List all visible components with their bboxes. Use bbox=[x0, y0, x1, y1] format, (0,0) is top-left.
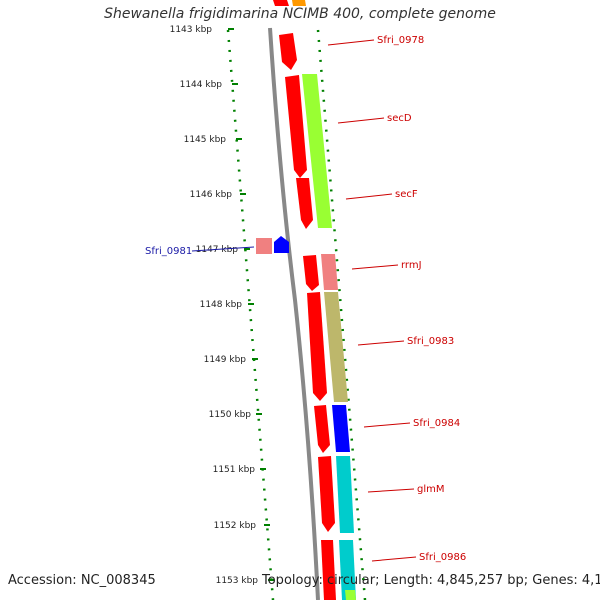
gene-arrow-secD[interactable] bbox=[285, 75, 307, 178]
gene-label-rrmJ[interactable]: rrmJ bbox=[401, 260, 422, 271]
leader-line bbox=[357, 340, 405, 346]
tick-label: 1151 kbp bbox=[213, 465, 256, 475]
tick-label: 1143 kbp bbox=[170, 25, 213, 35]
gene-arrow-sfri0978[interactable] bbox=[279, 33, 297, 70]
tick-label: 1149 kbp bbox=[204, 355, 247, 365]
leader-line bbox=[191, 246, 255, 252]
gene-label-sfri0981[interactable]: Sfri_0981 bbox=[145, 246, 192, 257]
gene-label-sfri0983[interactable]: Sfri_0983 bbox=[407, 336, 454, 347]
left-dotted-guide bbox=[226, 29, 275, 600]
leader-line bbox=[363, 422, 411, 428]
gene-label-sfri0984[interactable]: Sfri_0984 bbox=[413, 418, 460, 429]
feature-sfri0981-pink[interactable] bbox=[256, 238, 272, 254]
gene-label-glmM[interactable]: glmM bbox=[417, 484, 445, 495]
tick-label: 1152 kbp bbox=[214, 521, 257, 531]
feature-sfri0981-blue[interactable] bbox=[274, 236, 289, 253]
leader-line bbox=[345, 193, 393, 200]
gene-arrow-sfri0986[interactable] bbox=[321, 540, 336, 600]
feature-sfri0986[interactable] bbox=[339, 540, 356, 600]
leader-line bbox=[327, 39, 375, 46]
gene-arrow-rrmJ[interactable] bbox=[303, 255, 319, 291]
gene-arrow-glmM[interactable] bbox=[318, 456, 335, 532]
feature-green-bottom[interactable] bbox=[345, 590, 356, 600]
gene-arrow-secF[interactable] bbox=[296, 178, 313, 229]
tick-label: 1145 kbp bbox=[184, 135, 227, 145]
feature-sfri0983[interactable] bbox=[324, 292, 348, 402]
gene-arrow-orange[interactable] bbox=[292, 0, 306, 6]
gene-label-sfri0986[interactable]: Sfri_0986 bbox=[419, 552, 466, 563]
leader-line bbox=[337, 117, 385, 124]
feature-secD[interactable] bbox=[302, 74, 332, 228]
tick-label: 1146 kbp bbox=[190, 190, 233, 200]
gene-arrow-sfri0984[interactable] bbox=[314, 405, 330, 453]
genome-summary-text: Topology: circular; Length: 4,845,257 bp… bbox=[262, 573, 600, 588]
feature-glmM[interactable] bbox=[336, 456, 354, 533]
tick-label: 1144 kbp bbox=[180, 80, 223, 90]
tick-group bbox=[228, 28, 274, 581]
gene-label-secD[interactable]: secD bbox=[387, 113, 412, 124]
gene-label-sfri0978[interactable]: Sfri_0978 bbox=[377, 35, 424, 46]
gene-arrow-top[interactable] bbox=[273, 0, 289, 6]
tick-label: 1148 kbp bbox=[200, 300, 243, 310]
tick-label: 1153 kbp bbox=[216, 576, 259, 586]
gene-label-secF[interactable]: secF bbox=[395, 189, 418, 200]
leader-line bbox=[367, 488, 415, 493]
leader-line bbox=[371, 556, 417, 562]
feature-rrmJ[interactable] bbox=[321, 254, 338, 290]
accession-text: Accession: NC_008345 bbox=[8, 573, 156, 588]
tick-label: 1147 kbp bbox=[196, 245, 239, 255]
tick-label: 1150 kbp bbox=[209, 410, 252, 420]
gene-arrow-sfri0983[interactable] bbox=[307, 292, 327, 401]
leader-line bbox=[351, 264, 399, 270]
map-title: Shewanella frigidimarina NCIMB 400, comp… bbox=[104, 6, 496, 22]
feature-sfri0984[interactable] bbox=[332, 405, 350, 452]
genome-backbone bbox=[268, 27, 320, 600]
